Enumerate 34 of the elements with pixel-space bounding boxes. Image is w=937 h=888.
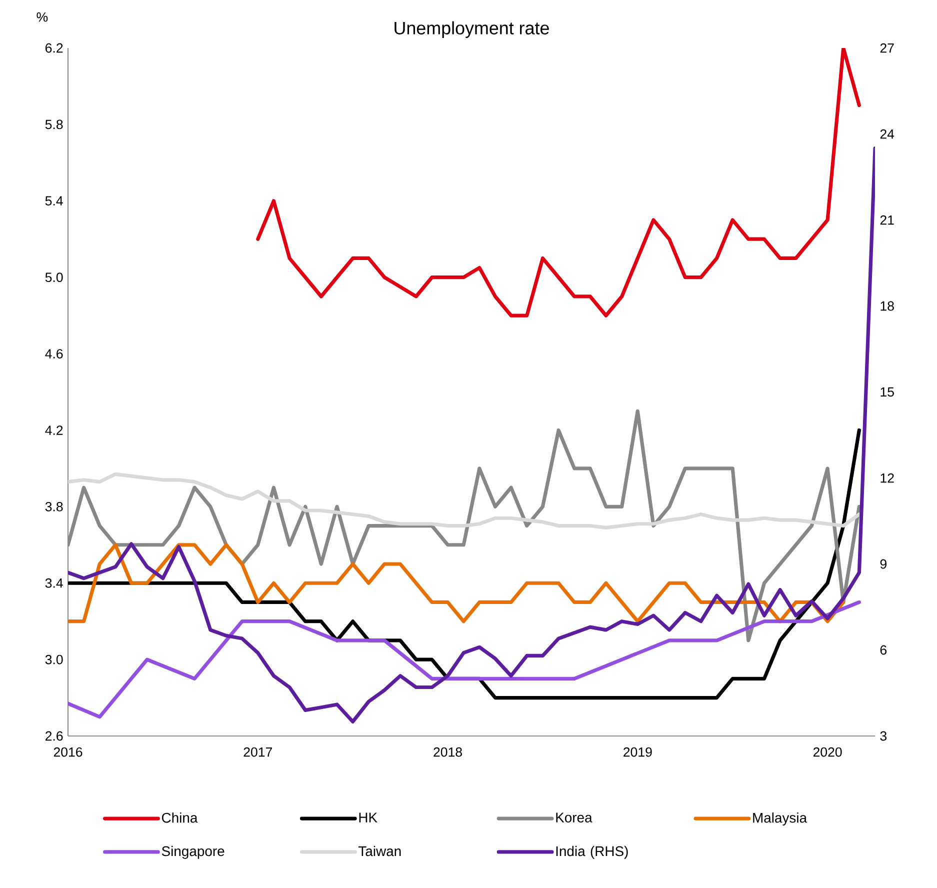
y2-tick-label: 24: [880, 129, 894, 139]
x-tick-label: 2016: [54, 747, 82, 757]
y-tick-label: 6.2: [46, 43, 63, 53]
y-tick-label: 5.8: [45, 120, 63, 130]
y-axis-title: %: [36, 12, 48, 22]
y-tick-label: 5.0: [45, 272, 63, 282]
y2-tick-label: 21: [880, 215, 894, 225]
y2-tick-label: 6: [880, 645, 887, 655]
y2-tick-label: 9: [880, 559, 886, 569]
line-series: [68, 146, 876, 724]
y2-tick-label: 27: [880, 43, 894, 53]
x-tick-label: 2019: [624, 747, 652, 757]
legend-label: Malaysia: [753, 812, 808, 826]
y-tick-label: 4.6: [45, 349, 63, 358]
y-tick-label: 3.4: [45, 578, 63, 588]
y-tick-label: 4.2: [45, 426, 63, 435]
y2-tick-label: 15: [880, 387, 894, 397]
x-tick-label: 2020: [813, 747, 842, 757]
legend-label: Taiwan: [358, 846, 401, 856]
y2-tick-label: 12: [880, 473, 894, 483]
y2-tick-label: 18: [880, 301, 894, 311]
x-tick-label: 2017: [244, 747, 272, 757]
legend-label: HK: [359, 812, 378, 822]
chart-title: Unemployment rate: [394, 21, 549, 38]
y-tick-label: 3.8: [45, 502, 63, 512]
y-tick-label: 5.4: [45, 196, 63, 206]
legend-label: Korea: [556, 812, 592, 822]
legend-label: India (RHS): [556, 846, 628, 859]
y-tick-label: 2.6: [46, 731, 63, 741]
legend-label: Singapore: [162, 846, 224, 859]
y2-tick-label: 3: [880, 731, 887, 741]
legend-label: China: [162, 812, 198, 823]
y-tick-label: 3.0: [45, 654, 63, 664]
x-tick-label: 2018: [434, 747, 462, 757]
